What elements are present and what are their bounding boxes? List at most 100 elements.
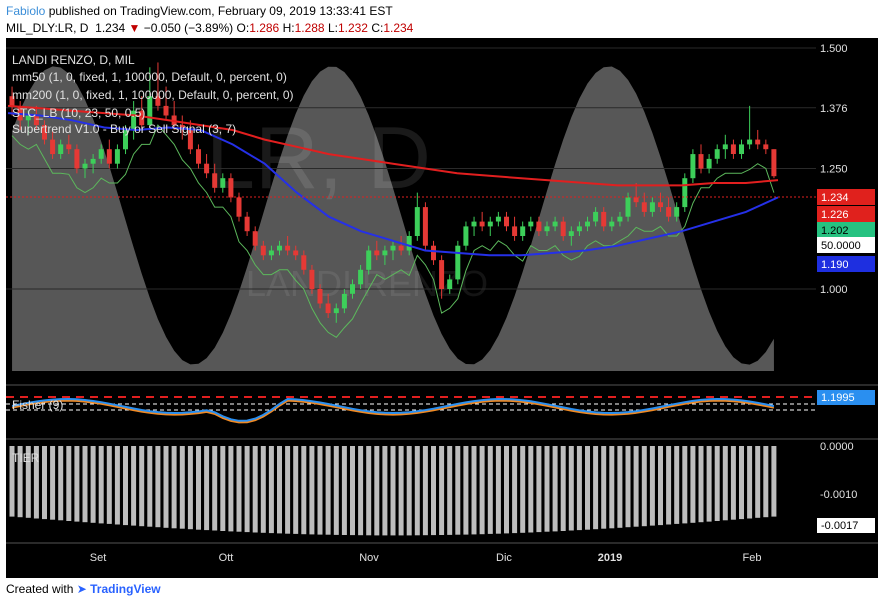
tier-bar-18 xyxy=(155,446,161,528)
x-tick-label: Nov xyxy=(359,552,379,564)
candle-body-23 xyxy=(196,149,201,164)
candle-body-39 xyxy=(325,303,331,314)
tier-bar-50 xyxy=(414,446,420,536)
candle-body-15 xyxy=(131,110,137,130)
candle-body-71 xyxy=(585,221,590,227)
tier-value-badge-bg xyxy=(817,518,875,533)
tier-bar-93 xyxy=(763,446,769,518)
tier-bar-69 xyxy=(568,446,574,531)
high-label: H: xyxy=(282,21,295,35)
candle-body-42 xyxy=(350,284,355,294)
candle-body-91 xyxy=(747,139,753,145)
candle-body-88 xyxy=(722,144,728,150)
tier-bar-72 xyxy=(593,446,599,530)
candle-body-63 xyxy=(520,226,526,236)
footer: Created with ➤ TradingView xyxy=(6,582,161,596)
tier-bar-31 xyxy=(260,446,266,533)
tier-bar-88 xyxy=(722,446,728,521)
candle-body-45 xyxy=(374,250,380,256)
price-badge-bg xyxy=(817,237,875,253)
tier-bar-84 xyxy=(690,446,696,523)
high-value: 1.288 xyxy=(294,21,325,35)
candle-body-67 xyxy=(552,221,558,227)
tier-value-badge: -0.0017 xyxy=(821,520,858,532)
candle-body-40 xyxy=(333,308,339,314)
author-link[interactable]: Fabiolo xyxy=(6,4,46,18)
mm200-line xyxy=(7,104,779,187)
tier-label[interactable]: TIER xyxy=(12,451,40,465)
candle-body-76 xyxy=(625,197,631,217)
x-tick-label: Feb xyxy=(743,552,762,564)
x-tick-label: 2019 xyxy=(598,552,622,564)
legend-mm200[interactable]: mm200 (1, 0, fixed, 1, 100000, Default, … xyxy=(12,88,294,102)
candle-body-37 xyxy=(309,269,315,290)
tier-bar-25 xyxy=(212,446,218,531)
x-tick-label: Set xyxy=(90,552,107,564)
open-label: O: xyxy=(236,21,250,35)
price-badge-label: 1.190 xyxy=(821,259,849,271)
candle-body-61 xyxy=(504,216,509,227)
price-badge-label: 50.0000 xyxy=(821,240,861,252)
legend-stc[interactable]: STC_LB (10, 23, 50, 0.5) xyxy=(12,106,145,120)
tier-tick-label: -0.0010 xyxy=(820,489,857,501)
tier-bar-77 xyxy=(633,446,639,527)
price-change: −0.050 (−3.89%) xyxy=(143,21,234,35)
y-tick-label: 1.000 xyxy=(820,284,848,296)
tier-bar-32 xyxy=(268,446,274,534)
candle-body-34 xyxy=(285,245,291,251)
tier-bar-56 xyxy=(463,446,469,535)
tier-bar-41 xyxy=(341,446,347,535)
axis-layer: 1.500 1.376 1.250 1.000 0.0000 -0.0010 Set Ott N… xyxy=(90,43,858,564)
tier-bar-91 xyxy=(747,446,753,519)
candle-body-47 xyxy=(390,245,396,251)
tier-bar-27 xyxy=(228,446,234,532)
candle-body-78 xyxy=(641,202,647,212)
candle-body-68 xyxy=(560,221,566,237)
legend-mm50[interactable]: mm50 (1, 0, fixed, 1, 100000, Default, 0… xyxy=(12,70,287,84)
candle-body-84 xyxy=(690,154,696,179)
candle-body-16 xyxy=(139,110,145,126)
tier-bar-70 xyxy=(576,446,582,531)
tier-bar-40 xyxy=(333,446,339,535)
fisher-main-line xyxy=(11,397,775,422)
legend-supertrend[interactable]: Supertrend V1.0 - Buy or Sell Signal (3,… xyxy=(12,122,236,136)
tier-bar-5 xyxy=(50,446,56,520)
candle-body-89 xyxy=(730,144,736,154)
tier-bar-17 xyxy=(147,446,153,527)
created-with-text: Created with xyxy=(6,582,74,596)
price-chart[interactable]: LR, D LANDI RENZO LANDI RENZO, D, MIL mm… xyxy=(6,38,878,578)
fisher-label[interactable]: Fisher (9) xyxy=(12,398,63,412)
tier-bar-53 xyxy=(439,446,445,535)
open-value: 1.286 xyxy=(249,21,280,35)
candle-body-4 xyxy=(42,125,47,140)
quote-line: MIL_DLY:LR, D 1.234 ▼ −0.050 (−3.89%) O:… xyxy=(6,21,413,35)
tier-bar-62 xyxy=(512,446,518,534)
tier-bar-37 xyxy=(309,446,315,535)
tier-bar-78 xyxy=(641,446,647,527)
tier-bar-80 xyxy=(658,446,663,526)
tier-bar-73 xyxy=(601,446,607,529)
tradingview-logo-icon[interactable]: ➤ xyxy=(76,582,87,596)
tier-bar-28 xyxy=(236,446,242,532)
down-arrow-icon: ▼ xyxy=(128,21,141,35)
close-value: 1.234 xyxy=(383,21,414,35)
candle-body-69 xyxy=(568,231,574,236)
supertrend-line xyxy=(11,124,775,338)
legend-title: LANDI RENZO, D, MIL xyxy=(12,53,135,67)
candle-body-75 xyxy=(617,216,623,222)
candle-body-24 xyxy=(204,163,210,174)
candle-body-93 xyxy=(763,144,769,150)
fisher-value-badge: 1.1995 xyxy=(821,392,855,404)
tradingview-brand[interactable]: TradingView xyxy=(90,582,161,596)
tier-bar-66 xyxy=(544,446,550,532)
candle-body-43 xyxy=(358,269,364,285)
price-badge-label: 1.234 xyxy=(821,192,849,204)
tier-bar-92 xyxy=(755,446,761,518)
candle-body-0 xyxy=(9,96,15,106)
tier-bar-58 xyxy=(479,446,485,535)
tier-bar-87 xyxy=(714,446,720,521)
tier-bar-63 xyxy=(520,446,526,533)
tier-bar-16 xyxy=(139,446,145,527)
tier-bar-61 xyxy=(504,446,509,534)
close-label: C: xyxy=(371,21,384,35)
